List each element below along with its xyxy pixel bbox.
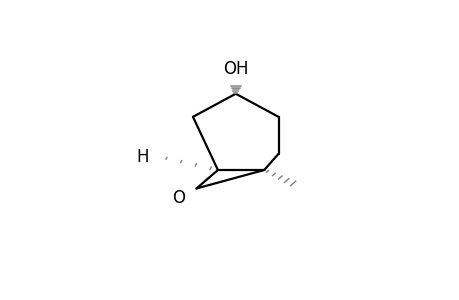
Text: O: O: [172, 189, 185, 207]
Text: OH: OH: [223, 60, 248, 78]
Text: H: H: [135, 148, 148, 166]
